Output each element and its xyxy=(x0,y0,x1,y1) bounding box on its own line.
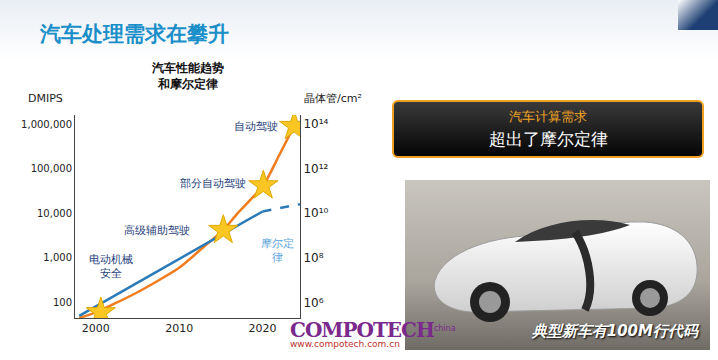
svg-text:100,000: 100,000 xyxy=(31,163,72,174)
html-text:汽车计算需求: 汽车计算需求 xyxy=(509,109,587,124)
html-text:COMPOTECH: COMPOTECH xyxy=(290,318,434,342)
svg-text:2020: 2020 xyxy=(249,322,277,335)
svg-text:1,000,000: 1,000,000 xyxy=(21,119,72,130)
html-text:超出了摩尔定律: 超出了摩尔定律 xyxy=(488,129,608,149)
svg-text:晶体管/cm²: 晶体管/cm² xyxy=(304,92,362,105)
html-text:汽车处理需求在攀升: 汽车处理需求在攀升 xyxy=(40,22,229,46)
html-text:典型新车有100M行代码: 典型新车有100M行代码 xyxy=(531,322,698,340)
html-text:www.compotech.com.cn: www.compotech.com.cn xyxy=(290,339,400,349)
svg-text:电动机械安全: 电动机械安全 xyxy=(89,253,133,280)
svg-text:10⁶: 10⁶ xyxy=(303,296,323,310)
svg-text:100: 100 xyxy=(53,297,72,308)
svg-text:10⁸: 10⁸ xyxy=(303,251,323,265)
svg-text:10¹⁴: 10¹⁴ xyxy=(303,117,328,131)
svg-text:10¹²: 10¹² xyxy=(303,162,328,176)
svg-text:1,000: 1,000 xyxy=(43,252,72,263)
html-text:china: china xyxy=(433,323,456,333)
svg-text:DMIPS: DMIPS xyxy=(28,92,63,105)
svg-text:2010: 2010 xyxy=(165,322,193,335)
svg-text:汽车性能趋势和摩尔定律: 汽车性能趋势和摩尔定律 xyxy=(151,61,224,91)
svg-text:10,000: 10,000 xyxy=(37,208,72,219)
svg-text:部分自动驾驶: 部分自动驾驶 xyxy=(180,177,246,190)
svg-text:10¹⁰: 10¹⁰ xyxy=(303,206,328,220)
svg-text:摩尔定律: 摩尔定律 xyxy=(261,237,294,264)
svg-text:2000: 2000 xyxy=(82,322,110,335)
svg-text:自动驾驶: 自动驾驶 xyxy=(234,120,278,133)
svg-text:高级辅助驾驶: 高级辅助驾驶 xyxy=(124,224,190,237)
